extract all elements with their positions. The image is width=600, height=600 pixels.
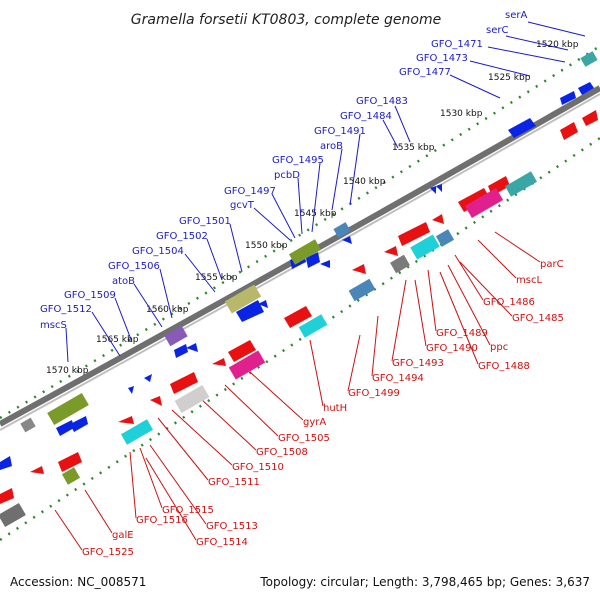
forward-gene-labels: serA serC GFO_1471 GFO_1473 GFO_1477 GFO… xyxy=(40,10,586,363)
gene-label: galE xyxy=(112,530,134,541)
forward-gene-arrows xyxy=(0,82,594,470)
tick-labels: 1520 kbp 1525 kbp 1530 kbp 1535 kbp 1540… xyxy=(46,40,579,376)
gene-label: GFO_1512 xyxy=(40,304,92,315)
tick-label: 1520 kbp xyxy=(536,40,579,50)
gene-label: GFO_1485 xyxy=(512,313,564,324)
tick-label: 1560 kbp xyxy=(146,305,189,315)
gene-label: GFO_1495 xyxy=(272,155,324,166)
tick-track-outer xyxy=(0,44,600,420)
gene-label: GFO_1510 xyxy=(232,462,284,473)
reverse-gene-labels: parC mscL GFO_1486 GFO_1485 ppc GFO_1489… xyxy=(54,231,564,558)
gene-label: GFO_1516 xyxy=(136,515,188,526)
gene-label: GFO_1471 xyxy=(431,39,483,50)
gene-label: GFO_1484 xyxy=(340,111,392,122)
gene-label: GFO_1504 xyxy=(132,246,184,257)
gene-label: GFO_1491 xyxy=(314,126,366,137)
genome-summary-text: Topology: circular; Length: 3,798,465 bp… xyxy=(259,575,590,589)
reverse-feature-blocks xyxy=(0,171,537,528)
gene-label: gyrA xyxy=(303,417,326,428)
gene-label: GFO_1508 xyxy=(256,447,308,458)
accession-text: Accession: NC_008571 xyxy=(10,575,146,589)
gene-label: parC xyxy=(540,259,564,270)
gene-label: GFO_1515 xyxy=(162,505,214,516)
tick-label: 1540 kbp xyxy=(343,177,386,187)
gene-label: aroB xyxy=(320,141,343,152)
tick-label: 1535 kbp xyxy=(392,143,435,153)
gene-label: GFO_1514 xyxy=(196,537,248,548)
gene-label: GFO_1488 xyxy=(478,361,530,372)
gene-label: GFO_1502 xyxy=(156,231,208,242)
tick-label: 1570 kbp xyxy=(46,366,89,376)
forward-feature-blocks xyxy=(20,51,598,433)
gene-label: GFO_1489 xyxy=(436,328,488,339)
gene-label: atoB xyxy=(112,276,135,287)
gene-label: pcbD xyxy=(274,170,300,181)
gene-label: GFO_1493 xyxy=(392,358,444,369)
gene-label: ppc xyxy=(490,342,508,353)
gene-label: GFO_1494 xyxy=(372,373,424,384)
gene-label: GFO_1525 xyxy=(82,547,134,558)
gene-label: serA xyxy=(505,10,527,21)
tick-label: 1555 kbp xyxy=(195,273,238,283)
gene-label: GFO_1483 xyxy=(356,96,408,107)
gene-label: GFO_1505 xyxy=(278,433,330,444)
gene-label: GFO_1490 xyxy=(426,343,478,354)
gene-label: GFO_1499 xyxy=(348,388,400,399)
tick-label: 1565 kbp xyxy=(96,335,139,345)
gene-label: serC xyxy=(486,25,508,36)
gene-label: GFO_1506 xyxy=(108,261,160,272)
gene-label: GFO_1509 xyxy=(64,290,116,301)
tick-label: 1525 kbp xyxy=(488,73,531,83)
map-title: Gramella forsetii KT0803, complete genom… xyxy=(131,12,441,28)
gene-label: GFO_1501 xyxy=(179,216,231,227)
gene-label: GFO_1486 xyxy=(483,297,535,308)
gene-label: GFO_1511 xyxy=(208,477,260,488)
tick-label: 1530 kbp xyxy=(440,109,483,119)
tick-track-inner xyxy=(0,136,600,542)
tick-label: 1550 kbp xyxy=(245,241,288,251)
gene-label: mscL xyxy=(516,275,542,286)
gene-label: GFO_1473 xyxy=(416,53,468,64)
gene-label: mscS xyxy=(40,320,67,331)
gene-label: GFO_1513 xyxy=(206,521,258,532)
gene-label: gcvT xyxy=(230,200,255,211)
gene-label: GFO_1497 xyxy=(224,186,276,197)
gene-label: GFO_1477 xyxy=(399,67,451,78)
tick-label: 1545 kbp xyxy=(294,209,337,219)
gene-label: hutH xyxy=(323,403,347,414)
